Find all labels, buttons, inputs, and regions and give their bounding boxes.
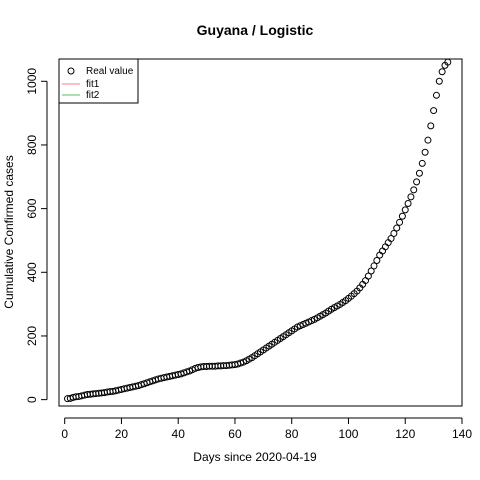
data-point — [390, 229, 398, 237]
data-point — [364, 272, 372, 280]
data-point — [432, 91, 440, 99]
data-point — [373, 257, 381, 265]
y-tick-label: 600 — [25, 198, 39, 218]
y-axis-label: Cumulative Confirmed cases — [2, 155, 16, 308]
data-point — [393, 224, 401, 232]
data-point — [418, 159, 426, 167]
y-axis: 0 200 400 600 800 1000 — [25, 68, 48, 403]
chart-title: Guyana / Logistic — [197, 22, 314, 38]
legend-label-fit1: fit1 — [86, 79, 100, 90]
x-tick-label: 140 — [452, 427, 472, 441]
plot-frame — [58, 58, 463, 407]
data-point — [424, 136, 432, 144]
data-point — [407, 193, 415, 201]
data-point — [387, 235, 395, 243]
data-point — [367, 267, 375, 275]
data-point — [415, 169, 423, 177]
data-point — [398, 212, 406, 220]
legend: Real value fit1 fit2 — [58, 58, 139, 104]
legend-box — [58, 58, 139, 104]
data-point — [421, 148, 429, 156]
data-points — [64, 58, 452, 403]
y-tick-label: 1000 — [25, 68, 39, 95]
data-point — [396, 218, 404, 226]
x-axis-label: Days since 2020-04-19 — [193, 450, 317, 464]
data-point — [370, 262, 378, 270]
data-point — [438, 68, 446, 76]
y-tick-label: 0 — [25, 396, 39, 403]
y-tick-label: 200 — [25, 326, 39, 346]
x-tick-label: 60 — [228, 427, 242, 441]
data-point — [401, 206, 409, 214]
data-point — [404, 200, 412, 208]
data-point — [410, 186, 418, 194]
data-point — [444, 58, 452, 66]
legend-marker-real-value — [67, 67, 75, 75]
legend-label-fit2: fit2 — [86, 90, 100, 101]
x-tick-label: 120 — [395, 427, 415, 441]
data-point — [430, 107, 438, 115]
y-tick-label: 800 — [25, 135, 39, 155]
x-tick-label: 0 — [61, 427, 68, 441]
x-tick-label: 80 — [285, 427, 299, 441]
x-tick-label: 40 — [172, 427, 186, 441]
data-point — [435, 77, 443, 85]
data-point — [413, 178, 421, 186]
data-point — [427, 122, 435, 130]
x-tick-label: 20 — [115, 427, 129, 441]
x-tick-label: 100 — [338, 427, 358, 441]
legend-label-real-value: Real value — [86, 66, 134, 77]
y-tick-label: 400 — [25, 262, 39, 282]
x-axis: 0 20 40 60 80 100 120 140 — [61, 417, 472, 441]
